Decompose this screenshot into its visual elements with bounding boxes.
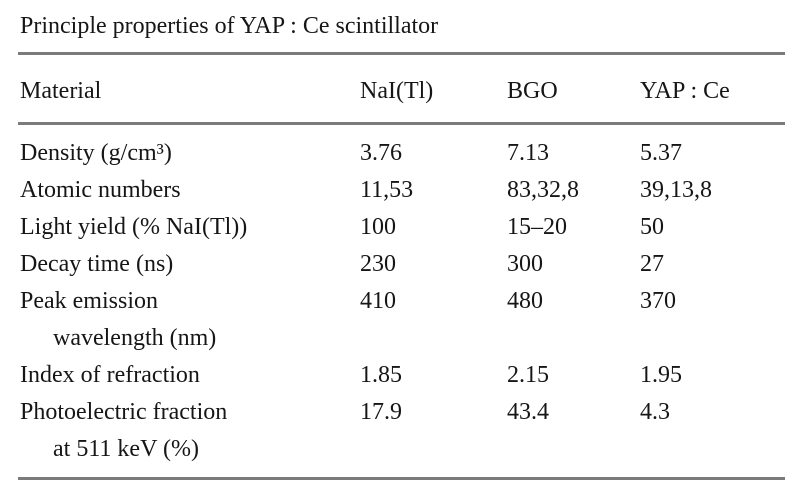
cell-nai-tl: 230	[360, 251, 396, 277]
row-label: Decay time (ns)	[20, 251, 174, 277]
table-row-peak-emission: Peak emission wavelength (nm) 410 480 37…	[20, 283, 785, 357]
cell-bgo: 480	[507, 288, 543, 314]
row-label-line2: wavelength (nm)	[53, 325, 217, 351]
cell-yap-ce: 4.3	[640, 399, 670, 425]
cell-nai-tl: 1.85	[360, 362, 402, 388]
top-rule	[18, 52, 785, 55]
table-row-light-yield: Light yield (% NaI(Tl)) 100 15–20 50	[20, 209, 785, 246]
header-rule	[18, 122, 785, 125]
cell-bgo: 7.13	[507, 140, 549, 166]
table-header-row: Material NaI(Tl) BGO YAP : Ce	[20, 55, 785, 122]
column-header-material: Material	[20, 78, 102, 104]
cell-yap-ce: 5.37	[640, 140, 682, 166]
row-label: Peak emission wavelength (nm)	[20, 283, 360, 357]
row-label-line1: Peak emission	[20, 288, 158, 314]
cell-yap-ce: 27	[640, 251, 664, 277]
table-caption: Principle properties of YAP : Ce scintil…	[20, 13, 439, 39]
table-row-decay-time: Decay time (ns) 230 300 27	[20, 246, 785, 283]
cell-nai-tl: 100	[360, 214, 396, 240]
cell-nai-tl: 17.9	[360, 399, 402, 425]
row-label-line2: at 511 keV (%)	[53, 436, 199, 462]
table-row-photoelectric-fraction: Photoelectric fraction at 511 keV (%) 17…	[20, 394, 785, 468]
row-label: Light yield (% NaI(Tl))	[20, 214, 248, 240]
row-label: Atomic numbers	[20, 177, 181, 203]
cell-bgo: 15–20	[507, 214, 567, 240]
cell-yap-ce: 39,13,8	[640, 177, 712, 203]
table-row-index-of-refraction: Index of refraction 1.85 2.15 1.95	[20, 357, 785, 394]
row-label: Photoelectric fraction at 511 keV (%)	[20, 394, 360, 468]
cell-nai-tl: 410	[360, 288, 396, 314]
cell-bgo: 2.15	[507, 362, 549, 388]
cell-nai-tl: 11,53	[360, 177, 414, 203]
cell-yap-ce: 50	[640, 214, 664, 240]
row-label: Index of refraction	[20, 362, 200, 388]
cell-yap-ce: 1.95	[640, 362, 682, 388]
column-header-nai-tl: NaI(Tl)	[360, 78, 434, 104]
cell-bgo: 83,32,8	[507, 177, 579, 203]
row-label-line1: Photoelectric fraction	[20, 399, 228, 425]
column-header-yap-ce: YAP : Ce	[640, 78, 730, 104]
bottom-rule	[18, 477, 785, 480]
cell-bgo: 300	[507, 251, 543, 277]
table-body: Density (g/cm³) 3.76 7.13 5.37 Atomic nu…	[0, 125, 810, 468]
column-header-bgo: BGO	[507, 78, 558, 104]
row-label: Density (g/cm³)	[20, 140, 172, 166]
cell-yap-ce: 370	[640, 288, 676, 314]
table-row-density: Density (g/cm³) 3.76 7.13 5.37	[20, 135, 785, 172]
cell-bgo: 43.4	[507, 399, 549, 425]
table-row-atomic-numbers: Atomic numbers 11,53 83,32,8 39,13,8	[20, 172, 785, 209]
cell-nai-tl: 3.76	[360, 140, 402, 166]
